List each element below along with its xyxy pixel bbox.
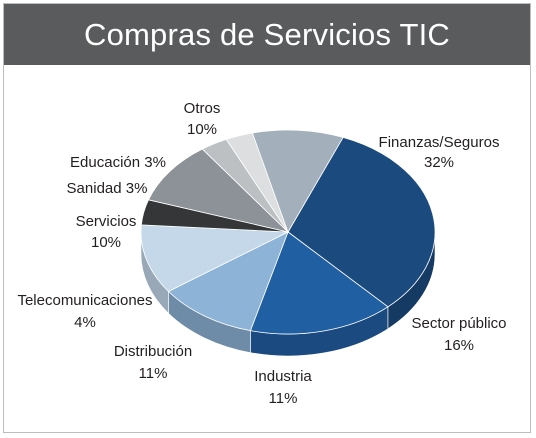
slice-label-finanzas-seguros: Finanzas/Seguros [379, 134, 500, 151]
slice-value-sector-publico: 16% [444, 337, 474, 354]
slice-value-servicios: 10% [91, 234, 121, 251]
pie-slice-servicios [147, 148, 290, 233]
chart-title: Compras de Servicios TIC [4, 4, 530, 65]
slice-value-finanzas-seguros: 32% [424, 154, 454, 171]
slice-label-sector-publico: Sector público [411, 315, 506, 332]
slice-label-educacion: Educación 3% [70, 154, 166, 171]
slice-label-telecomunicaciones: Telecomunicaciones [17, 292, 152, 309]
pie-slice-finanzas-seguros [287, 136, 436, 308]
slice-label-industria: Industria [254, 368, 312, 385]
slice-value-otros: 10% [187, 121, 217, 138]
slice-value-industria: 11% [269, 390, 298, 407]
pie-slice-sector-publico [249, 231, 389, 335]
slice-label-distribucion: Distribución [114, 343, 192, 360]
slice-label-sanidad: Sanidad 3% [67, 180, 148, 197]
slice-value-distribucion: 11% [139, 365, 168, 382]
slice-value-telecomunicaciones: 4% [74, 314, 96, 331]
slice-label-otros: Otros [184, 100, 221, 117]
chart-frame: Compras de Servicios TIC [3, 3, 531, 433]
pie-slice-industria [167, 231, 289, 332]
slice-label-servicios: Servicios [76, 213, 137, 230]
pie-slice-otros [251, 129, 344, 233]
pie-slice-distribucion [140, 224, 290, 292]
